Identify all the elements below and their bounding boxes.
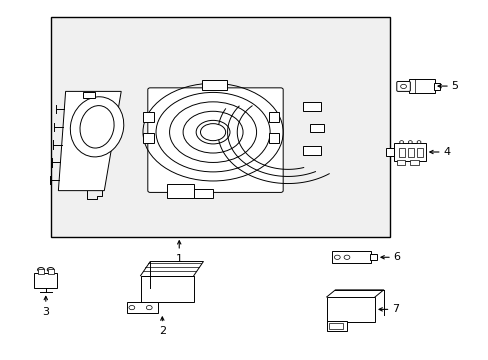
Polygon shape — [58, 91, 121, 191]
Bar — [331, 251, 370, 263]
Text: 5: 5 — [450, 81, 457, 91]
Circle shape — [399, 141, 403, 144]
Bar — [328, 323, 342, 329]
Circle shape — [407, 141, 411, 144]
Circle shape — [129, 306, 135, 310]
Circle shape — [416, 141, 420, 144]
Bar — [309, 124, 324, 132]
Bar — [34, 273, 57, 288]
Ellipse shape — [47, 267, 54, 272]
Bar — [193, 189, 213, 198]
Text: 2: 2 — [159, 326, 165, 336]
Bar — [369, 254, 376, 260]
Bar — [140, 276, 193, 302]
Bar — [385, 148, 393, 156]
Bar — [268, 133, 279, 143]
Circle shape — [146, 306, 152, 310]
Bar — [416, 148, 422, 157]
Bar — [48, 269, 53, 274]
Bar — [408, 79, 435, 93]
FancyBboxPatch shape — [396, 81, 409, 91]
Bar — [127, 302, 158, 313]
Text: 3: 3 — [42, 306, 49, 316]
Text: 1: 1 — [175, 254, 183, 264]
Bar — [302, 102, 320, 111]
Bar — [326, 321, 346, 331]
Text: 4: 4 — [442, 147, 449, 157]
Bar — [398, 148, 405, 157]
Bar — [268, 112, 279, 122]
Circle shape — [334, 255, 340, 260]
Bar — [302, 146, 320, 155]
Bar — [433, 83, 439, 90]
Bar — [202, 80, 226, 90]
Ellipse shape — [200, 123, 225, 141]
Bar — [409, 160, 418, 165]
Bar — [396, 160, 405, 165]
Bar — [407, 148, 413, 157]
Bar — [167, 184, 193, 198]
Ellipse shape — [80, 105, 114, 148]
Bar — [51, 17, 389, 237]
Ellipse shape — [70, 97, 123, 157]
Bar — [326, 297, 374, 322]
Text: 7: 7 — [391, 304, 398, 314]
Bar — [142, 133, 153, 143]
Circle shape — [344, 255, 349, 260]
Text: 6: 6 — [393, 252, 400, 262]
FancyBboxPatch shape — [147, 88, 283, 192]
Bar — [82, 92, 95, 99]
Circle shape — [400, 84, 406, 89]
Bar — [142, 112, 153, 122]
Bar — [393, 144, 425, 161]
Ellipse shape — [38, 267, 44, 272]
Bar — [38, 269, 44, 274]
